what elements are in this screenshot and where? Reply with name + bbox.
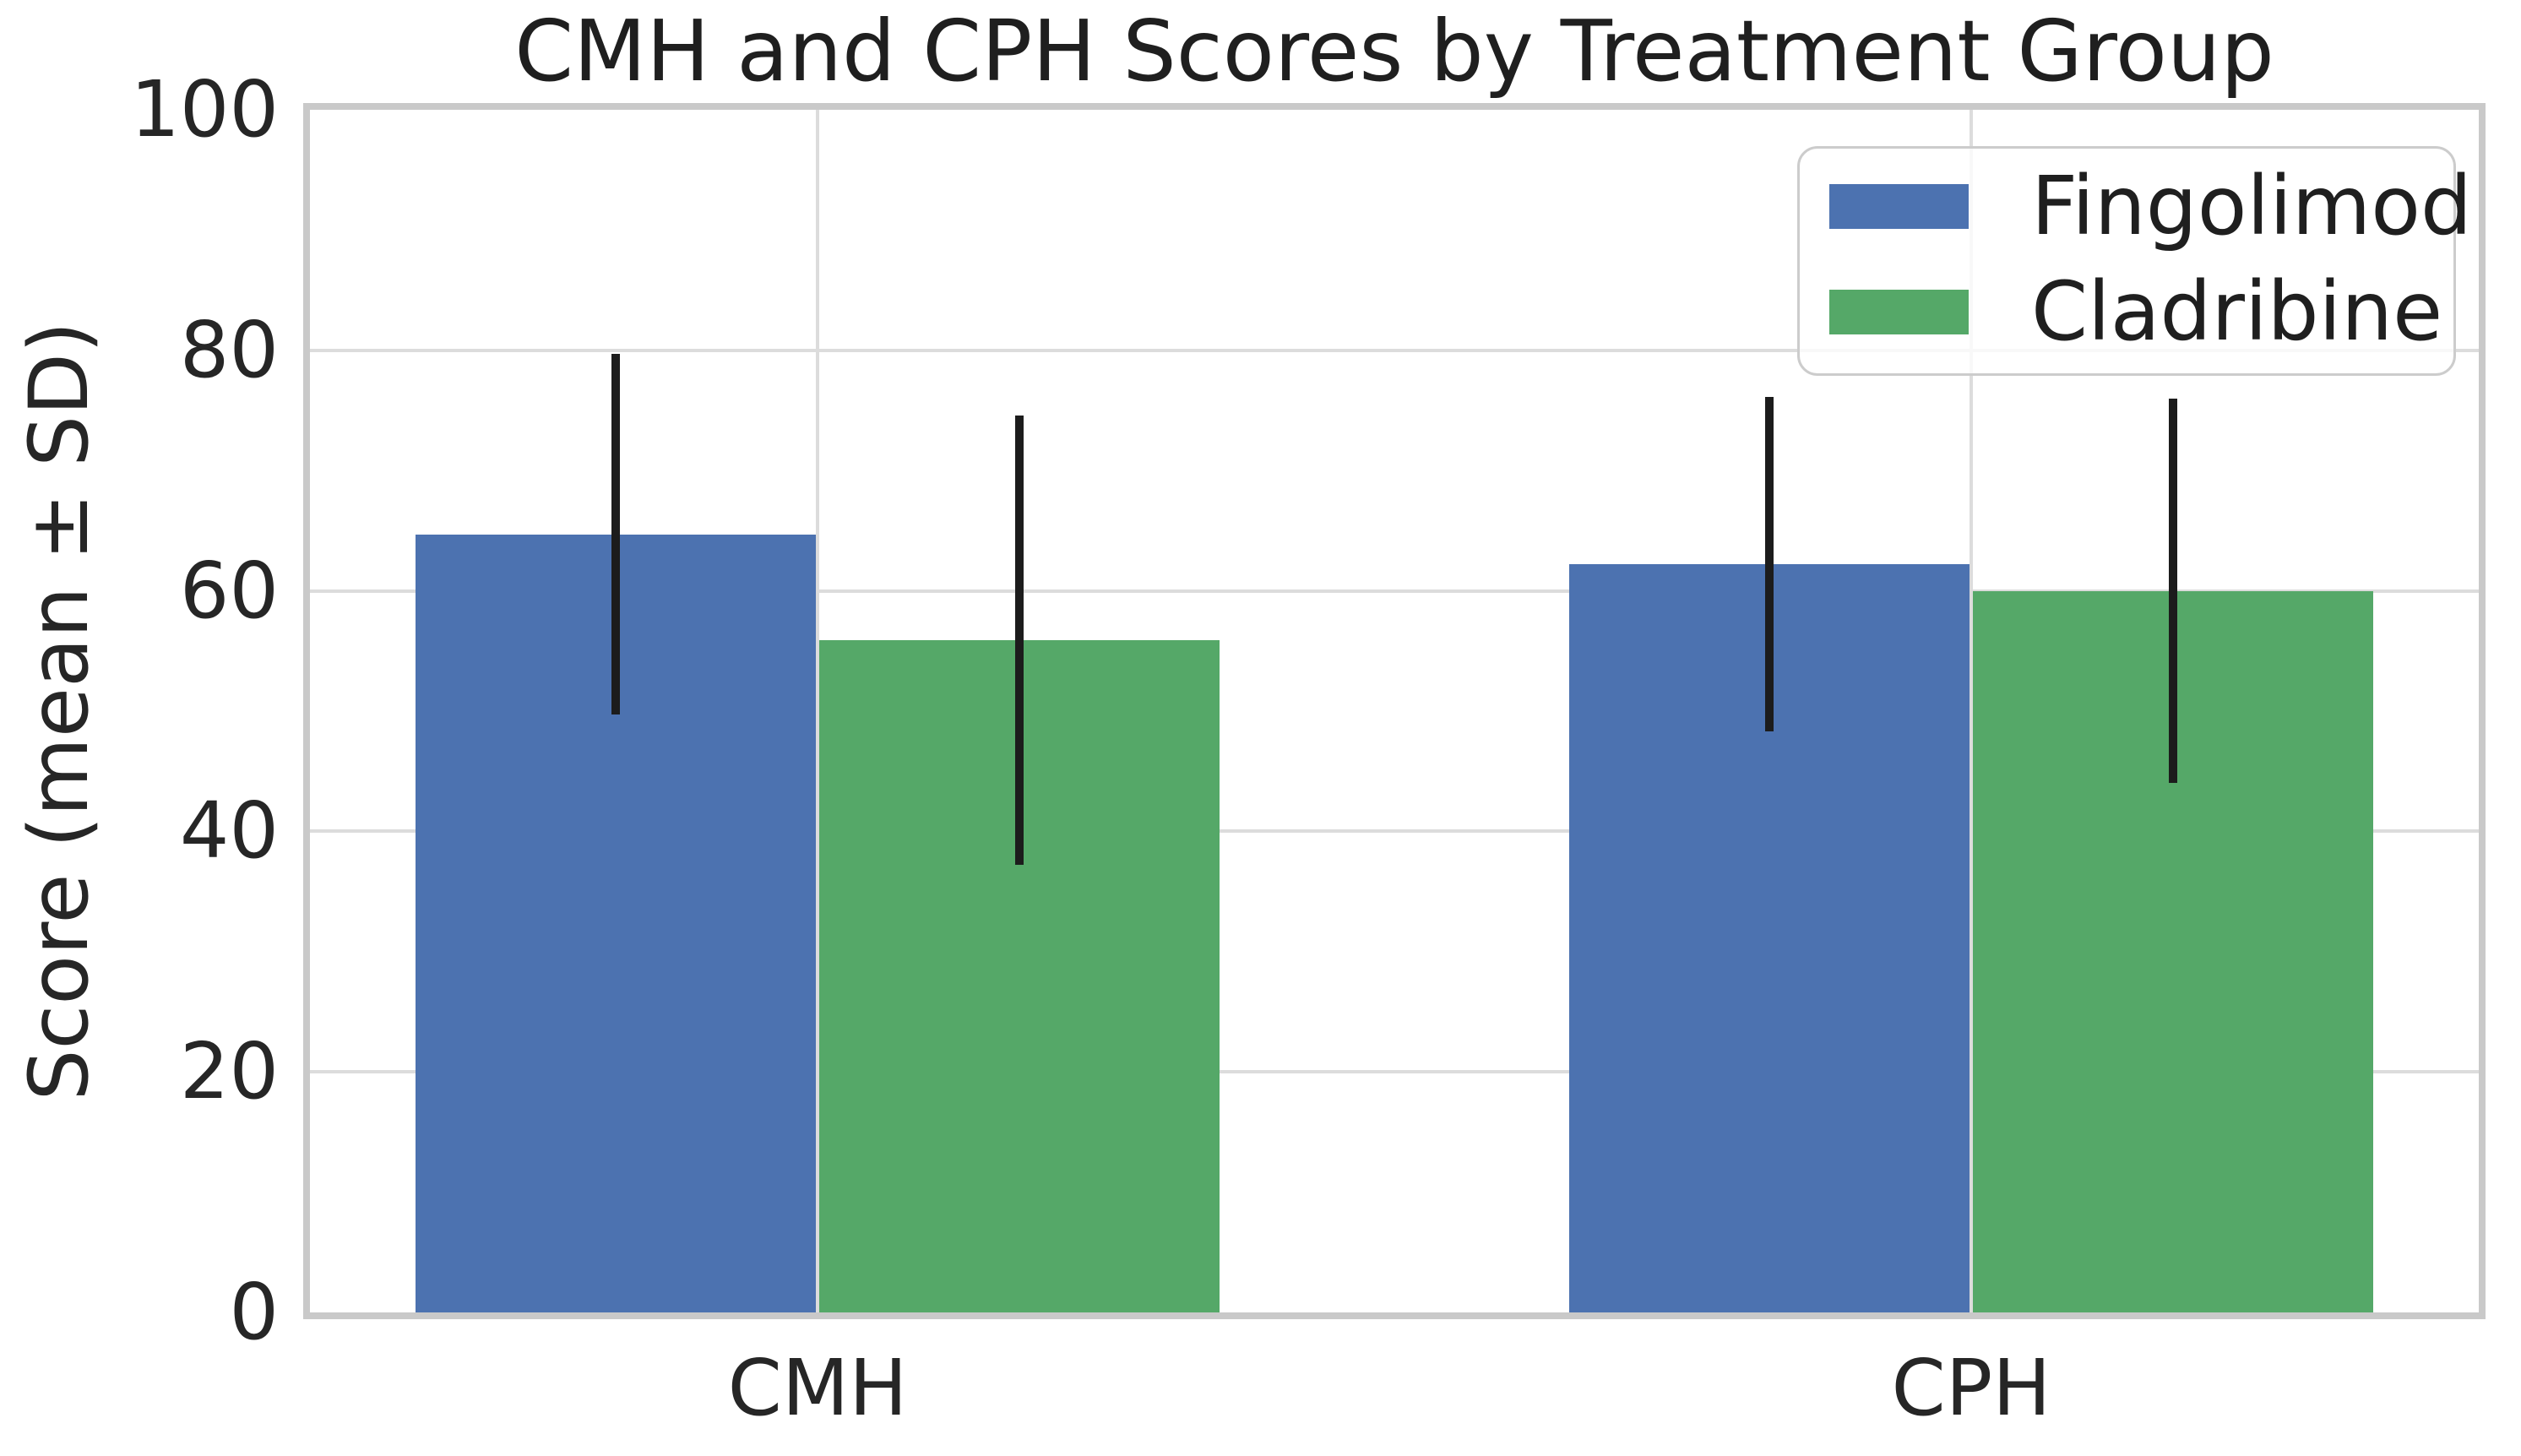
grid-line-y-20: [310, 1070, 2479, 1074]
error-bar-cmh-cladribine: [1015, 415, 1024, 866]
legend-swatch-cladribine: [1829, 290, 1969, 334]
y-tick-label-40: 40: [179, 785, 279, 877]
grid-line-y-80: [310, 348, 2479, 352]
y-tick-label-100: 100: [130, 64, 279, 155]
y-tick-label-80: 80: [179, 304, 279, 395]
legend-swatch-fingolimod: [1829, 184, 1969, 229]
legend: Fingolimod Cladribine: [1797, 146, 2472, 376]
grid-line-x-cph: [1969, 110, 1973, 1312]
y-tick-label-20: 20: [179, 1026, 279, 1117]
y-tick-label-0: 0: [229, 1267, 279, 1357]
legend-label-fingolimod: Fingolimod: [2031, 159, 2472, 253]
legend-label-cladribine: Cladribine: [2031, 264, 2443, 359]
x-tick-label-cph: CPH: [1891, 1343, 2051, 1433]
chart-title: CMH and CPH Scores by Treatment Group: [514, 2, 2274, 101]
grid-line-x-cmh: [816, 110, 820, 1312]
error-bar-cph-fingolimod: [1764, 397, 1774, 732]
y-axis-label: Score (mean ± SD): [12, 321, 106, 1101]
error-bar-cph-cladribine: [2169, 398, 2178, 784]
y-tick-label-60: 60: [179, 545, 279, 636]
grid-line-y-40: [310, 829, 2479, 834]
x-tick-label-cmh: CMH: [727, 1343, 908, 1433]
grid-line-y-60: [310, 589, 2479, 593]
error-bar-cmh-fingolimod: [611, 354, 620, 715]
